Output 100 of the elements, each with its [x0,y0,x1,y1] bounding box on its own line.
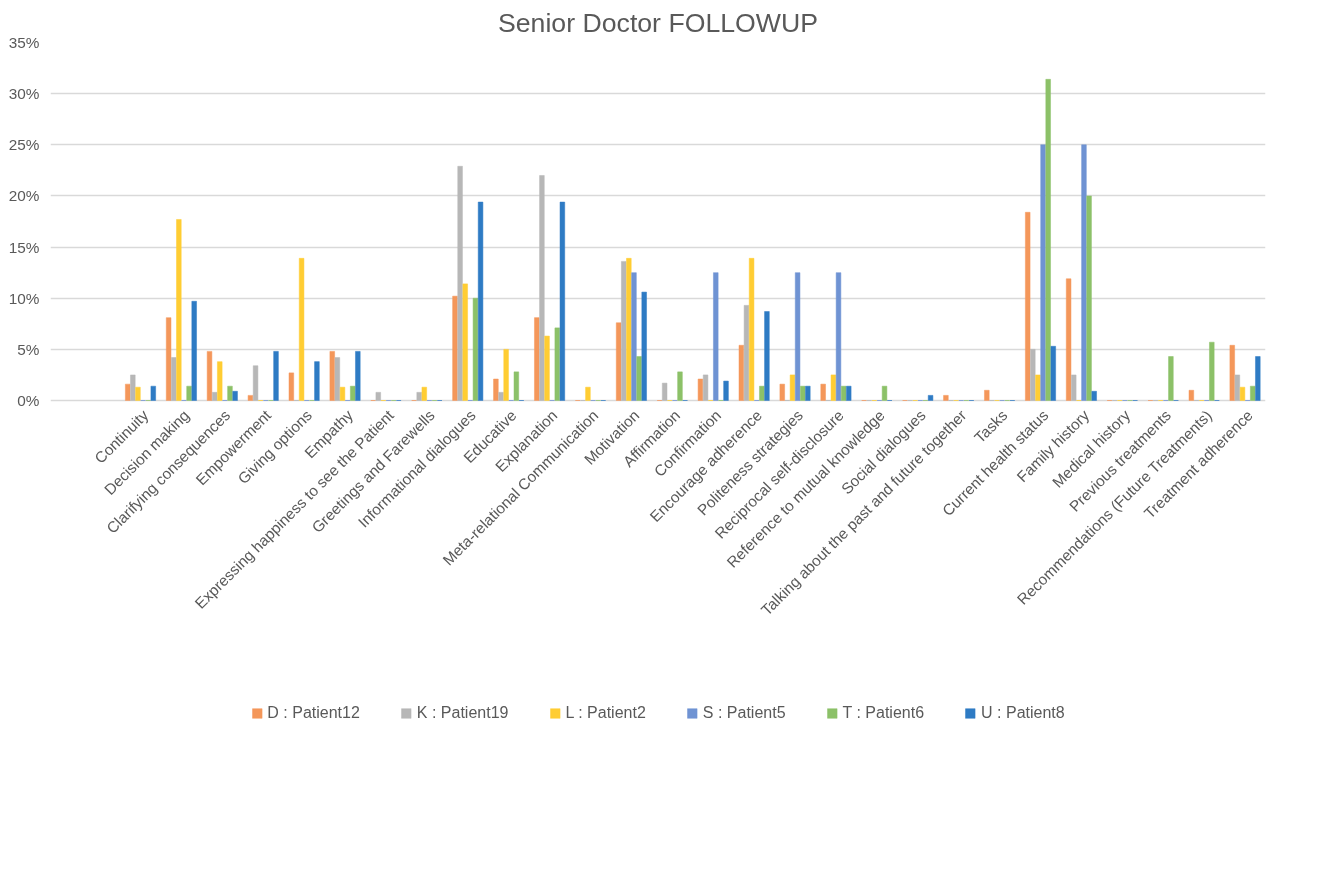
y-tick-label: 25% [8,136,40,154]
bar [150,385,156,401]
bar [503,349,509,401]
bar [621,261,627,401]
legend-label: S : Patient5 [702,704,786,722]
bar [539,175,545,401]
bar [375,392,381,401]
bar [1025,212,1031,401]
bar [544,335,550,401]
y-tick-label: 0% [17,392,40,409]
y-tick-label: 20% [8,187,40,205]
bar [764,311,770,401]
bar [881,385,888,401]
bar [217,361,223,401]
bar [1050,346,1056,401]
y-tick-label: 15% [8,238,40,256]
y-tick-label: 10% [8,289,40,307]
bar [631,272,637,401]
bar [130,374,136,401]
bar [830,374,836,401]
bar [288,372,294,401]
bar [748,258,755,401]
bar [1040,144,1046,401]
bar [835,272,842,401]
bar [626,258,632,401]
bar [339,386,346,401]
bar [513,371,519,401]
bar [462,283,468,401]
bar [927,395,934,401]
bar [534,317,540,401]
bar [212,392,218,401]
bar [1188,390,1194,401]
bar [247,395,254,401]
bar [416,392,422,401]
bar [452,295,458,401]
bar [616,322,622,401]
bar [125,383,131,401]
bar [1071,374,1077,401]
bar [759,385,765,401]
bar [421,386,427,401]
bar [943,395,949,401]
bar [1035,374,1041,401]
bar [554,327,560,401]
bar [820,383,826,401]
bar [585,386,591,401]
bar [1255,356,1261,401]
bar [135,386,141,401]
legend-label: L : Patient2 [565,704,646,722]
bar [232,391,238,401]
bar [298,258,305,401]
bar [779,383,785,401]
y-tick-label: 35% [8,34,40,51]
bar [334,357,340,401]
legend-label: T : Patient6 [842,704,925,722]
bar [713,272,719,401]
bar [636,356,642,401]
bar [314,361,320,401]
bar [227,385,233,401]
bar [252,365,259,401]
bar [1081,144,1087,401]
bar [329,351,335,401]
bar [206,351,213,401]
bar [176,219,182,401]
bar [738,345,744,401]
bar [702,374,709,401]
legend-label: U : Patient8 [981,704,1065,722]
bar [493,378,499,401]
bar [805,385,811,401]
bar [1168,356,1174,401]
bar [697,378,704,401]
bar [841,385,847,401]
bar [477,201,484,401]
bar [677,371,683,401]
bar [1030,349,1036,401]
bar [166,317,172,401]
bar [846,385,852,401]
y-tick-label: 5% [17,340,40,358]
bar [191,301,197,401]
bar [171,357,177,401]
legend-label: D : Patient12 [267,704,360,722]
bar [795,272,801,401]
bar [355,351,361,401]
bar [457,166,463,401]
bar [472,297,479,401]
legend-label: K : Patient19 [416,704,509,722]
chart-title: Senior Doctor FOLLOWUP [498,7,818,38]
bar [1229,345,1235,401]
bar [1250,385,1256,401]
bar [498,392,504,401]
bar [559,201,565,401]
bar [723,380,729,401]
bar [662,382,668,401]
bar [273,351,279,401]
bar [1239,386,1246,401]
bar [1209,341,1215,401]
bar [1066,278,1072,401]
bar [350,385,356,401]
bar [1234,374,1240,401]
bar [1045,79,1051,401]
bar [1091,391,1097,401]
